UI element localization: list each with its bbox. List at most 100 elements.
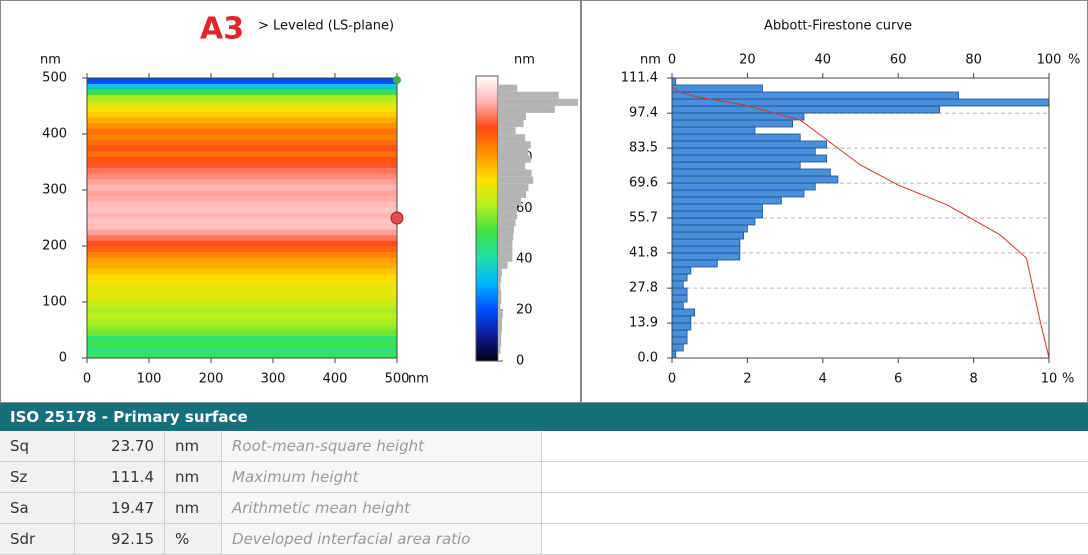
distribution-bar (498, 113, 526, 120)
height-row (87, 285, 397, 291)
height-row (87, 95, 397, 101)
y-tick-label: 55.7 (629, 211, 658, 226)
x2-tick-label: 60 (890, 53, 907, 68)
x-tick-label: 100 (137, 372, 162, 387)
height-row (87, 341, 397, 347)
distribution-bar (498, 99, 578, 106)
distribution-bar (498, 184, 528, 191)
y-tick-label: 500 (42, 71, 67, 86)
histogram-bar (672, 309, 695, 316)
page: A3 > Leveled (LS-plane) nm nm nm Abbott-… (0, 0, 1088, 548)
histogram-bar (672, 127, 755, 134)
distribution-bar (498, 120, 524, 127)
distribution-bar (498, 155, 531, 162)
height-row (87, 140, 397, 146)
table-title: ISO 25178 - Primary surface (0, 403, 1088, 431)
histogram-bar (672, 85, 762, 92)
x-axis-unit: nm (408, 372, 429, 387)
cell: Sq (0, 431, 75, 461)
distribution-bar (498, 85, 517, 92)
height-row (87, 168, 397, 174)
distribution-bar (498, 262, 508, 269)
x-tick-label: 0 (83, 372, 91, 387)
distribution-bar (498, 205, 517, 212)
distribution-bar (498, 297, 501, 304)
height-row (87, 89, 397, 95)
histogram-bar (672, 274, 687, 281)
height-row (87, 324, 397, 330)
height-row (87, 128, 397, 134)
chart-title: A3 (200, 12, 244, 47)
histogram-bar (672, 197, 781, 204)
distribution-bar (498, 255, 512, 262)
histogram-bar (672, 225, 747, 232)
x2-tick-label: 100 (1037, 53, 1062, 68)
height-row (87, 218, 397, 224)
height-row (87, 156, 397, 162)
height-row (87, 336, 397, 342)
height-row (87, 134, 397, 140)
distribution-bar (498, 106, 555, 113)
cell: 92.15 (75, 524, 165, 554)
histogram-bar (672, 281, 683, 288)
x-tick-label: 2 (743, 372, 751, 387)
distribution-bar (498, 326, 502, 333)
height-row (87, 268, 397, 274)
y-tick-label: 41.8 (629, 245, 658, 260)
cell: nm (165, 462, 222, 492)
cell: Developed interfacial area ratio (222, 524, 542, 554)
height-row (87, 184, 397, 190)
cell: 111.4 (75, 462, 165, 492)
height-row (87, 302, 397, 308)
cell: 23.70 (75, 431, 165, 461)
height-row (87, 117, 397, 123)
histogram-bar (672, 211, 762, 218)
histogram-bar (672, 239, 740, 246)
histogram-bar (672, 92, 959, 99)
height-row (87, 84, 397, 90)
histogram-bar (672, 323, 691, 330)
histogram-bar (672, 155, 827, 162)
x-tick-label: 500 (385, 372, 410, 387)
chart-title: Abbott-Firestone curve (764, 19, 912, 34)
y-tick-label: 0 (59, 351, 67, 366)
cell: Root-mean-square height (222, 431, 542, 461)
distribution-bar (498, 212, 517, 219)
cell: % (165, 524, 222, 554)
height-row (87, 190, 397, 196)
y-tick-label: 300 (42, 183, 67, 198)
height-row (87, 347, 397, 353)
height-row (87, 106, 397, 112)
distribution-bar (498, 127, 516, 134)
distribution-bar (498, 170, 532, 177)
height-row (87, 100, 397, 106)
distribution-bar (498, 269, 502, 276)
x-tick-label: 300 (261, 372, 286, 387)
cell (542, 431, 1088, 461)
height-row (87, 212, 397, 218)
colorbar (476, 76, 498, 361)
distribution-bar (498, 191, 526, 198)
histogram-bar (672, 169, 830, 176)
table-row: Sq23.70nmRoot-mean-square height (0, 431, 1088, 462)
y-tick-label: 100 (42, 295, 67, 310)
histogram-bar (672, 330, 687, 337)
height-row (87, 201, 397, 207)
distribution-bar (498, 304, 500, 311)
histogram-bar (672, 106, 940, 113)
distribution-bar (498, 333, 501, 340)
cell: Sdr (0, 524, 75, 554)
x2-tick-label: 40 (815, 53, 832, 68)
colorbar-tick-label: 40 (516, 252, 533, 267)
distribution-bar (498, 276, 501, 283)
height-row (87, 319, 397, 325)
x-tick-label: 10 (1041, 372, 1058, 387)
histogram-bar (672, 337, 687, 344)
height-row (87, 291, 397, 297)
cell: nm (165, 493, 222, 523)
height-row (87, 257, 397, 263)
height-row (87, 330, 397, 336)
x-tick-label: 8 (969, 372, 977, 387)
distribution-bar (498, 92, 559, 99)
histogram-bar (672, 218, 755, 225)
